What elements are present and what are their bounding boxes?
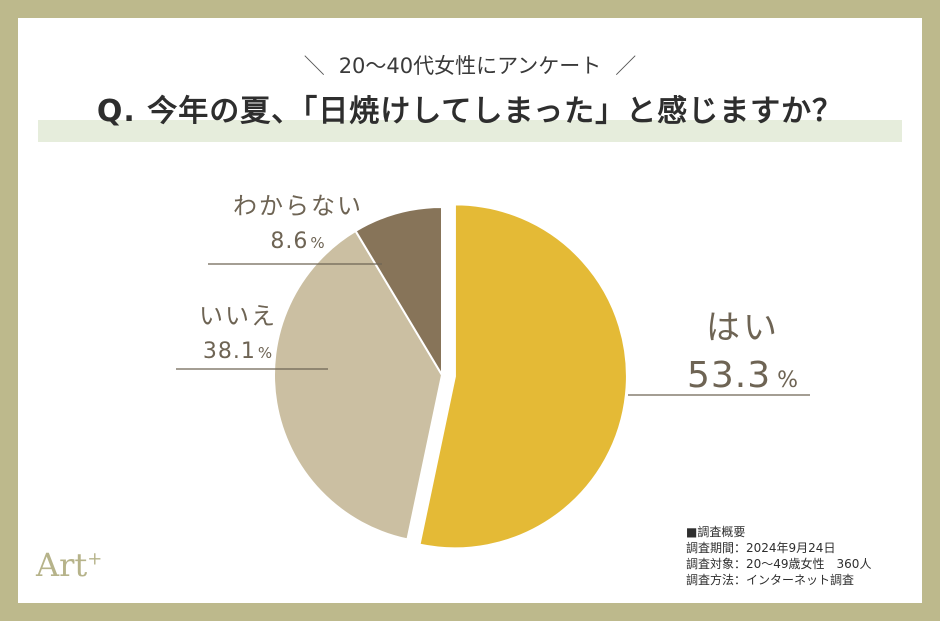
slash-right: ／	[615, 54, 637, 78]
label-no-pct: 38.1%	[178, 339, 298, 364]
label-yes-pct: 53.3%	[678, 355, 808, 396]
title-highlight	[38, 120, 902, 142]
notes-heading: ■調査概要	[686, 525, 746, 539]
label-yes-group: はい 53.3%	[678, 300, 808, 396]
notes-period: 調査期間：2024年9月24日	[686, 541, 836, 555]
label-unknown-pct: 8.6%	[218, 229, 378, 254]
card: ＼ 20〜40代女性にアンケート ／ Q. 今年の夏、「日焼けしてしまった」と感じま…	[18, 18, 922, 603]
label-yes-value: 53.3	[686, 355, 772, 396]
subtitle-text: 20〜40代女性にアンケート	[338, 54, 602, 78]
label-no-name: いいえ	[199, 302, 277, 330]
label-unknown-value: 8.6	[270, 229, 309, 254]
label-unknown-group: わからない 8.6%	[218, 186, 378, 254]
question-title: Q. 今年の夏、「日焼けしてしまった」と感じますか？	[96, 94, 844, 129]
logo-text: Art	[36, 546, 88, 584]
label-no-group: いいえ 38.1%	[178, 296, 298, 364]
slice-yes	[418, 203, 628, 550]
slice-unknown	[354, 205, 443, 379]
label-yes-name: はい	[706, 308, 780, 348]
label-unknown-unit: %	[310, 234, 326, 252]
logo-plus: +	[87, 548, 103, 570]
survey-subtitle: ＼ 20〜40代女性にアンケート ／	[18, 50, 922, 80]
art-logo: Art+	[36, 546, 102, 584]
slash-left: ＼	[303, 54, 325, 78]
label-unknown-name: わからない	[233, 192, 363, 220]
survey-notes: ■調査概要 調査期間：2024年9月24日 調査対象：20〜49歳女性 360人…	[686, 524, 871, 588]
notes-method: 調査方法：インターネット調査	[686, 573, 855, 587]
label-yes-unit: %	[777, 368, 800, 393]
label-no-value: 38.1	[202, 339, 256, 364]
notes-target: 調査対象：20〜49歳女性 360人	[686, 557, 872, 571]
label-no-unit: %	[257, 344, 274, 362]
pie-chart	[176, 203, 810, 550]
slice-no	[273, 229, 444, 541]
